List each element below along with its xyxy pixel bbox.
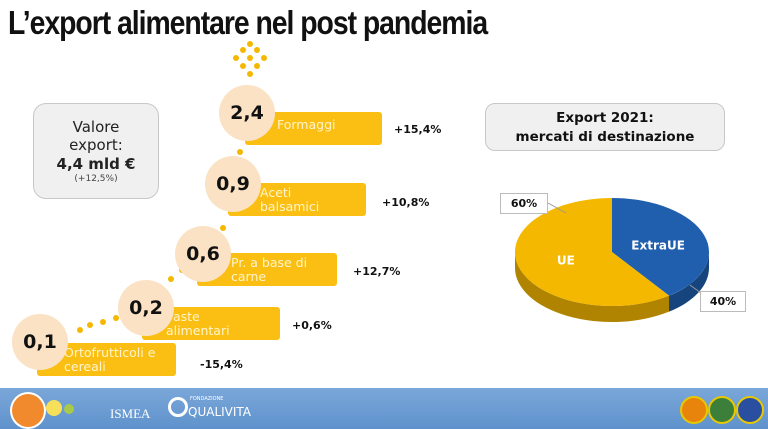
connector-dot xyxy=(77,327,83,333)
pie-leader-line xyxy=(547,202,567,214)
step-change-carne: +12,7% xyxy=(353,265,401,278)
connector-dot xyxy=(254,63,260,69)
dop-seal-icon xyxy=(680,396,708,424)
igp-seal-icon xyxy=(736,396,764,424)
connector-dot xyxy=(240,63,246,69)
pie-category-label: UE xyxy=(557,254,575,268)
connector-dot xyxy=(100,319,106,325)
step-label: Paste alimentari xyxy=(166,309,230,338)
footer-bar: ISMEA FONDAZIONE QUALIVITA xyxy=(0,388,768,429)
page-title: L’export alimentare nel post pandemia xyxy=(8,4,488,41)
step-change-aceti: +10,8% xyxy=(382,196,430,209)
orange-logo-icon xyxy=(10,392,46,429)
connector-dot xyxy=(220,225,226,231)
step-value-paste: 0,2 xyxy=(118,280,174,336)
connector-dot xyxy=(247,55,253,61)
connector-dot xyxy=(247,71,253,77)
step-value-formaggi: 2,4 xyxy=(219,85,275,141)
connector-dot xyxy=(233,55,239,61)
connector-dot xyxy=(240,47,246,53)
connector-dot xyxy=(168,276,174,282)
pie-side-extraue xyxy=(669,252,709,312)
step-label: Pr. a base di carne xyxy=(231,255,308,284)
value-label-line2: export: xyxy=(69,136,123,154)
ismea-logo: ISMEA xyxy=(110,406,151,421)
markets-title-box: Export 2021: mercati di destinazione xyxy=(485,103,725,151)
qualivita-sub: FONDAZIONE xyxy=(190,396,224,402)
pie-category-label: ExtraUE xyxy=(631,238,685,252)
pie-slice-ue xyxy=(515,198,670,306)
pie-label-extraue-pct: 40% xyxy=(700,291,746,312)
stg-seal-icon xyxy=(708,396,736,424)
step-value-carne: 0,6 xyxy=(175,226,231,282)
step-label: Ortofrutticoli e cereali xyxy=(64,345,156,374)
lime-logo-icon xyxy=(64,404,74,414)
step-label: Aceti balsamici xyxy=(260,185,320,214)
export-total: 4,4 mld € xyxy=(56,155,136,173)
value-label-line1: Valore xyxy=(72,118,120,136)
connector-dot xyxy=(87,322,93,328)
connector-dot xyxy=(261,55,267,61)
pie-slice-extraue xyxy=(612,198,709,296)
pie-side-ue xyxy=(515,252,670,322)
connector-dot xyxy=(113,315,119,321)
export-change: (+12,5%) xyxy=(74,174,118,184)
step-change-ortofrutticoli: -15,4% xyxy=(200,358,243,371)
qualivita-logo: QUALIVITA xyxy=(188,405,252,419)
connector-dot xyxy=(254,47,260,53)
export-value-box: Valore export: 4,4 mld € (+12,5%) xyxy=(33,103,159,199)
connector-dot xyxy=(247,41,253,47)
pie-label-ue-pct: 60% xyxy=(500,193,548,214)
markets-title-line2: mercati di destinazione xyxy=(515,129,695,145)
connector-dot xyxy=(237,149,243,155)
lemon-logo-icon xyxy=(46,400,62,416)
step-change-paste: +0,6% xyxy=(292,319,332,332)
step-change-formaggi: +15,4% xyxy=(394,123,442,136)
step-value-ortofrutticoli: 0,1 xyxy=(12,314,68,370)
qualivita-q-icon xyxy=(168,397,188,417)
markets-title-line1: Export 2021: xyxy=(556,110,654,126)
step-label: Formaggi xyxy=(277,117,336,132)
step-value-aceti: 0,9 xyxy=(205,156,261,212)
